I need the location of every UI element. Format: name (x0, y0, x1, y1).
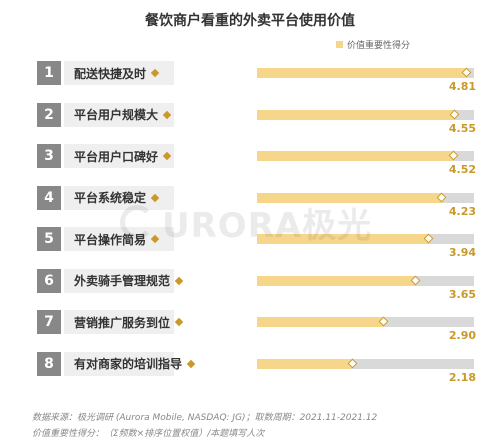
category-label-text: 平台用户规模大 (74, 108, 159, 122)
data-label: 4.52 (448, 163, 476, 176)
chart-legend: 价值重要性得分 (336, 37, 410, 51)
bar-fill (257, 317, 383, 327)
category-label: 平台用户口碑好 (64, 144, 174, 168)
category-label-text: 配送快捷及时 (74, 66, 147, 81)
category-label-text: 平台用户口碑好 (74, 149, 159, 164)
legend-swatch (336, 40, 343, 48)
rank-number: 7 (37, 310, 61, 334)
data-label: 4.55 (448, 121, 476, 135)
diamond-icon (162, 151, 172, 161)
diamond-icon (186, 359, 196, 368)
bar-row: 7 营销推广服务到位 2.90 (0, 308, 500, 350)
bar-fill (257, 358, 352, 369)
category-label: 有对商家的培训指导 (64, 351, 196, 376)
category-label: 平台操作简易 (64, 227, 174, 251)
bar-track (257, 192, 474, 203)
bar-track (257, 316, 474, 327)
bar-track (257, 358, 474, 369)
bar-fill (257, 151, 453, 161)
category-label-text: 平台系统稳定 (74, 191, 147, 205)
category-label: 营销推广服务到位 (64, 310, 184, 334)
bar-track (257, 275, 474, 286)
category-label: 配送快捷及时 (64, 61, 174, 85)
data-label: 4.23 (448, 204, 476, 218)
bar-fill (257, 234, 428, 244)
category-label: 平台用户规模大 (64, 102, 174, 127)
rank-number: 3 (37, 144, 61, 168)
data-label: 2.90 (448, 329, 476, 342)
bar-row: 2 平台用户规模大 4.55 (0, 101, 500, 143)
data-label: 4.81 (448, 80, 476, 93)
footnote-method: 价值重要性得分：（Σ频数×排序位置权值）/本题填写人次 (32, 429, 265, 439)
bar-track (257, 233, 474, 244)
bar-row: 4 平台系统稳定 4.23 (0, 184, 500, 226)
diamond-icon (174, 317, 184, 327)
category-label-text: 营销推广服务到位 (74, 315, 171, 330)
bar-fill (257, 109, 454, 120)
data-label: 3.65 (448, 287, 476, 301)
bar-fill (257, 68, 466, 78)
category-label: 外卖骑手管理规范 (64, 268, 184, 293)
rank-number: 1 (37, 61, 61, 85)
rank-number: 5 (37, 227, 61, 251)
footnote-source: 数据来源：极光调研 (Aurora Mobile, NASDAQ: JG)；取数… (32, 413, 378, 423)
diamond-icon (150, 193, 160, 202)
chart-title: 餐饮商户看重的外卖平台使用价值 (145, 13, 355, 29)
category-label: 平台系统稳定 (64, 185, 174, 210)
diamond-icon (150, 68, 160, 78)
diamond-icon (162, 110, 172, 119)
bar-row: 3 平台用户口碑好 4.52 (0, 142, 500, 184)
bar-row: 6 外卖骑手管理规范 3.65 (0, 267, 500, 309)
category-label-text: 外卖骑手管理规范 (74, 274, 171, 288)
rank-number: 6 (37, 268, 61, 293)
bar-fill (257, 275, 415, 286)
data-label: 2.18 (448, 370, 476, 384)
legend-label: 价值重要性得分 (347, 40, 411, 51)
rank-number: 8 (37, 351, 61, 376)
category-label-text: 有对商家的培训指导 (74, 357, 183, 371)
bar-fill (257, 192, 441, 203)
diamond-icon (174, 276, 184, 285)
rank-number: 2 (37, 102, 61, 127)
diamond-icon (150, 234, 160, 244)
bar-row: 8 有对商家的培训指导 2.18 (0, 350, 500, 392)
bar-track (257, 150, 474, 161)
rank-number: 4 (37, 185, 61, 210)
bar-row: 1 配送快捷及时 4.81 (0, 59, 500, 101)
data-label: 3.94 (448, 246, 476, 259)
bar-track (257, 109, 474, 120)
bar-row: 5 平台操作简易 3.94 (0, 225, 500, 267)
category-label-text: 平台操作简易 (74, 232, 147, 247)
bar-track (257, 67, 474, 78)
